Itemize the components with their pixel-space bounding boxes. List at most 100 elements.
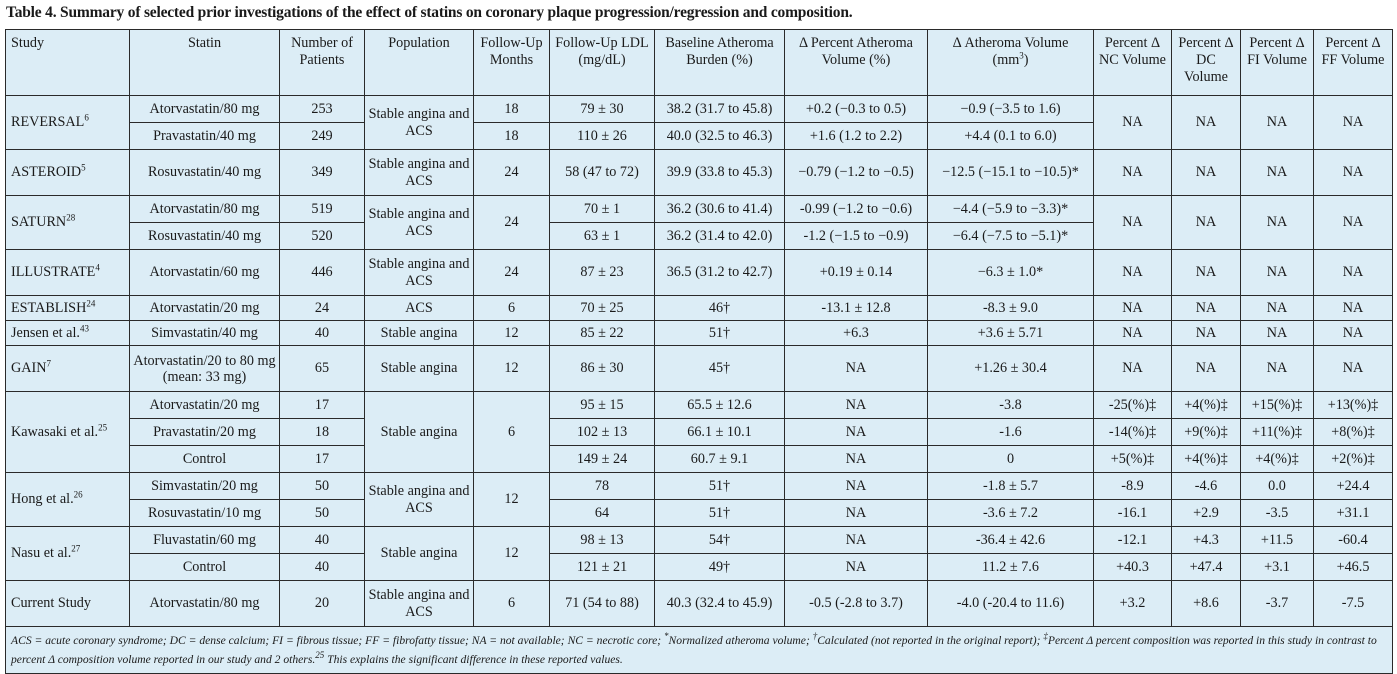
baseline-burden-cell: 51† <box>654 499 785 527</box>
patients-cell: 40 <box>279 526 365 554</box>
table-row: Rosuvastatin/40 mg 520 63 ± 1 36.2 (31.4 to… <box>6 222 1393 250</box>
statin-cell: Pravastatin/20 mg <box>129 418 280 446</box>
study-name: ILLUSTRATE4 <box>5 249 130 296</box>
ldl-cell: 86 ± 30 <box>549 345 655 392</box>
followup-months-cell: 6 <box>473 391 550 473</box>
footnote-segment: † <box>812 631 818 642</box>
baseline-burden-cell: 38.2 (31.7 to 45.8) <box>654 95 785 123</box>
table-row: Control 17 149 ± 24 60.7 ± 9.1 NA 0 +5(%)‡ +4(%… <box>6 445 1393 473</box>
baseline-burden-cell: 39.9 (33.8 to 45.3) <box>654 149 785 196</box>
table-row: Kawasaki et al.25 Atorvastatin/20 mg 17 Sta… <box>5 391 1393 473</box>
footnote-segment: Normalized atheroma volume; <box>668 634 813 647</box>
table-row: Control 40 121 ± 21 49† NA 11.2 ± 7.6 +40.3 +47… <box>6 553 1393 581</box>
ldl-cell: 110 ± 26 <box>549 122 655 150</box>
footnote-row: ACS = acute coronary syndrome; DC = dens… <box>5 626 1393 674</box>
percent-fi-cell: NA <box>1240 320 1314 346</box>
percent-dc-cell: NA <box>1171 149 1241 196</box>
ldl-cell: 71 (54 to 88) <box>549 580 655 627</box>
percent-ff-cell: -7.5 <box>1313 580 1393 627</box>
statin-cell: Atorvastatin/20 mg <box>129 295 280 321</box>
percent-nc-cell: NA <box>1093 320 1172 346</box>
delta-av-cell: +4.4 (0.1 to 6.0) <box>927 122 1094 150</box>
percent-dc-cell: +8.6 <box>1171 580 1241 627</box>
followup-months-cell: 24 <box>473 149 550 196</box>
percent-fi-cell: NA <box>1240 195 1314 250</box>
baseline-burden-cell: 36.2 (30.6 to 41.4) <box>654 195 785 223</box>
ldl-cell: 87 ± 23 <box>549 249 655 296</box>
percent-ff-cell: +31.1 <box>1313 499 1393 527</box>
delta-pav-cell: NA <box>784 418 928 446</box>
percent-fi-cell: -3.5 <box>1240 499 1314 527</box>
delta-av-cell: -3.8 <box>927 391 1094 419</box>
reference-number: 4 <box>95 262 100 273</box>
statin-cell: Atorvastatin/80 mg <box>129 580 280 627</box>
baseline-burden-cell: 65.5 ± 12.6 <box>654 391 785 419</box>
table-row: REVERSAL6 Atorvastatin/80 mg 253 Stable ang… <box>5 95 1393 150</box>
column-header: Baseline Atheroma Burden (%) <box>654 29 785 96</box>
statin-studies-table: Study Statin Number of Patients Population F… <box>5 29 1393 674</box>
percent-dc-cell: +4.3 <box>1171 526 1241 554</box>
baseline-burden-cell: 46† <box>654 295 785 321</box>
patients-cell: 24 <box>279 295 365 321</box>
column-header: Study <box>5 29 130 96</box>
percent-dc-cell: +4(%)‡ <box>1171 391 1241 419</box>
delta-av-cell: −0.9 (−3.5 to 1.6) <box>927 95 1094 123</box>
patients-cell: 65 <box>279 345 365 392</box>
percent-fi-cell: +3.1 <box>1240 553 1314 581</box>
table-row: Current Study Atorvastatin/80 mg 20 Stable … <box>5 580 1393 627</box>
ldl-cell: 79 ± 30 <box>549 95 655 123</box>
column-header: Follow-Up LDL (mg/dL) <box>549 29 655 96</box>
column-header: Percent Δ DC Volume <box>1171 29 1241 96</box>
population-cell: Stable angina and ACS <box>364 149 474 196</box>
ldl-cell: 64 <box>549 499 655 527</box>
population-cell: Stable angina and ACS <box>364 95 474 150</box>
delta-av-cell: -3.6 ± 7.2 <box>927 499 1094 527</box>
delta-av-cell: 11.2 ± 7.6 <box>927 553 1094 581</box>
delta-av-cell: -1.6 <box>927 418 1094 446</box>
delta-pav-cell: NA <box>784 445 928 473</box>
followup-months-cell: 18 <box>473 122 550 150</box>
delta-av-cell: −6.3 ± 1.0* <box>927 249 1094 296</box>
footnote-segment: * <box>664 631 669 642</box>
ldl-cell: 63 ± 1 <box>549 222 655 250</box>
delta-pav-cell: NA <box>784 526 928 554</box>
delta-pav-cell: NA <box>784 345 928 392</box>
column-header: Percent Δ FF Volume <box>1313 29 1393 96</box>
patients-cell: 50 <box>279 472 365 500</box>
percent-ff-cell: NA <box>1313 320 1393 346</box>
patients-cell: 40 <box>279 553 365 581</box>
delta-pav-cell: +6.3 <box>784 320 928 346</box>
patients-cell: 520 <box>279 222 365 250</box>
reference-number: 27 <box>71 543 81 554</box>
patients-cell: 519 <box>279 195 365 223</box>
percent-nc-cell: -12.1 <box>1093 526 1172 554</box>
baseline-burden-cell: 51† <box>654 320 785 346</box>
baseline-burden-cell: 49† <box>654 553 785 581</box>
delta-av-cell: -1.8 ± 5.7 <box>927 472 1094 500</box>
ldl-cell: 95 ± 15 <box>549 391 655 419</box>
percent-dc-cell: NA <box>1171 295 1241 321</box>
statin-cell: Rosuvastatin/10 mg <box>129 499 280 527</box>
statin-cell: Atorvastatin/80 mg <box>129 195 280 223</box>
percent-ff-cell: NA <box>1313 149 1393 196</box>
population-cell: Stable angina <box>364 391 474 473</box>
table-row: ILLUSTRATE4 Atorvastatin/60 mg 446 Stable a… <box>5 249 1393 296</box>
baseline-burden-cell: 51† <box>654 472 785 500</box>
percent-nc-cell: +5(%)‡ <box>1093 445 1172 473</box>
delta-av-cell: -36.4 ± 42.6 <box>927 526 1094 554</box>
column-header: Percent Δ FI Volume <box>1240 29 1314 96</box>
patients-cell: 50 <box>279 499 365 527</box>
population-cell: Stable angina <box>364 526 474 581</box>
followup-months-cell: 12 <box>473 526 550 581</box>
followup-months-cell: 6 <box>473 580 550 627</box>
table-row: Nasu et al.27 Fluvastatin/60 mg 40 Stable a… <box>5 526 1393 581</box>
delta-av-cell: −6.4 (−7.5 to −5.1)* <box>927 222 1094 250</box>
table-row: Rosuvastatin/10 mg 50 64 51† NA -3.6 ± 7.2 -16… <box>6 499 1393 527</box>
percent-dc-cell: +9(%)‡ <box>1171 418 1241 446</box>
percent-fi-cell: -3.7 <box>1240 580 1314 627</box>
percent-fi-cell: +4(%)‡ <box>1240 445 1314 473</box>
patients-cell: 20 <box>279 580 365 627</box>
column-header: Δ Percent Atheroma Volume (%) <box>784 29 928 96</box>
population-cell: Stable angina and ACS <box>364 580 474 627</box>
study-name: Jensen et al.43 <box>5 320 130 346</box>
